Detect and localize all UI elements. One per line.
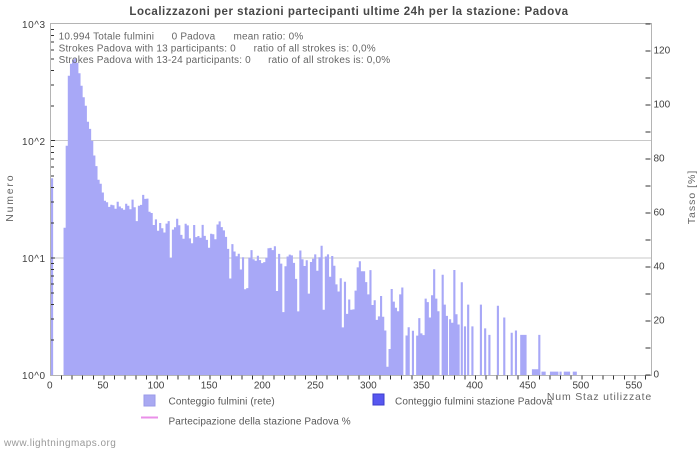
svg-text:Strokes Padova with 13-24 part: Strokes Padova with 13-24 participants: … xyxy=(59,55,252,66)
svg-text:10^3: 10^3 xyxy=(22,20,46,31)
svg-text:40: 40 xyxy=(654,262,666,273)
svg-text:60: 60 xyxy=(654,208,666,219)
svg-text:100: 100 xyxy=(654,100,671,111)
svg-text:100: 100 xyxy=(148,381,165,392)
svg-text:550: 550 xyxy=(626,381,643,392)
svg-text:Conteggio fulmini (rete): Conteggio fulmini (rete) xyxy=(169,397,275,408)
svg-text:Partecipazione della stazione: Partecipazione della stazione Padova % xyxy=(169,416,351,427)
svg-text:www.lightningmaps.org: www.lightningmaps.org xyxy=(3,438,116,449)
svg-text:120: 120 xyxy=(654,46,671,57)
svg-text:350: 350 xyxy=(413,381,430,392)
svg-text:500: 500 xyxy=(572,381,589,392)
svg-text:10^2: 10^2 xyxy=(22,137,46,148)
svg-text:0 Padova: 0 Padova xyxy=(172,32,216,43)
svg-text:10^1: 10^1 xyxy=(22,254,46,265)
svg-text:150: 150 xyxy=(201,381,218,392)
svg-text:250: 250 xyxy=(307,381,324,392)
svg-text:0: 0 xyxy=(47,381,53,392)
svg-text:400: 400 xyxy=(466,381,483,392)
svg-text:mean ratio: 0%: mean ratio: 0% xyxy=(234,32,304,43)
svg-text:450: 450 xyxy=(519,381,536,392)
svg-text:10.994 Totale fulmini: 10.994 Totale fulmini xyxy=(59,32,155,43)
svg-text:Num Staz utilizzate: Num Staz utilizzate xyxy=(547,391,652,403)
svg-text:Tasso [%]: Tasso [%] xyxy=(686,170,698,225)
svg-text:Conteggio fulmini stazione Pad: Conteggio fulmini stazione Padova xyxy=(395,397,553,408)
svg-text:Numero: Numero xyxy=(4,174,16,222)
svg-text:ratio of all strokes is: 0,0%: ratio of all strokes is: 0,0% xyxy=(268,55,390,66)
svg-text:300: 300 xyxy=(360,381,377,392)
svg-text:20: 20 xyxy=(654,316,666,327)
svg-text:0: 0 xyxy=(654,370,660,381)
svg-text:Localizzazoni per stazioni par: Localizzazoni per stazioni partecipanti … xyxy=(129,6,568,18)
svg-text:ratio of all strokes is: 0,0%: ratio of all strokes is: 0,0% xyxy=(254,43,376,54)
svg-text:10^0: 10^0 xyxy=(22,371,46,382)
svg-text:200: 200 xyxy=(254,381,271,392)
svg-text:50: 50 xyxy=(97,381,109,392)
svg-text:Strokes Padova with 13 partici: Strokes Padova with 13 participants: 0 xyxy=(59,43,237,54)
svg-text:80: 80 xyxy=(654,154,666,165)
